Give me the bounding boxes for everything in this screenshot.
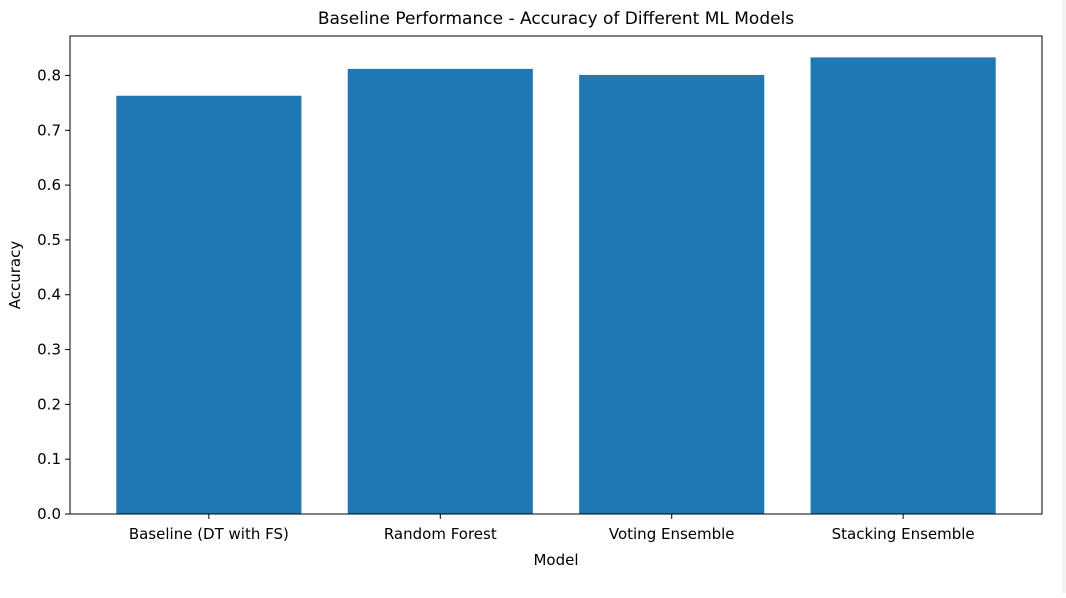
- x-tick-label: Random Forest: [384, 525, 497, 543]
- x-tick-label: Voting Ensemble: [609, 525, 735, 543]
- y-tick-label: 0.6: [37, 176, 61, 194]
- bar: [810, 57, 996, 514]
- y-tick-label: 0.7: [37, 121, 61, 139]
- y-tick-label: 0.5: [37, 231, 61, 249]
- bars-layer: [116, 57, 996, 515]
- bar: [579, 74, 765, 514]
- y-tick-label: 0.0: [37, 505, 61, 523]
- y-tick-label: 0.4: [37, 286, 61, 304]
- y-tick-label: 0.8: [37, 66, 61, 84]
- x-tick-label: Stacking Ensemble: [832, 525, 975, 543]
- y-tick-label: 0.1: [37, 450, 61, 468]
- window-edge: [1062, 0, 1066, 593]
- y-axis-label: Accuracy: [6, 241, 24, 310]
- y-tick-label: 0.2: [37, 395, 61, 413]
- plot-frame: [69, 35, 1043, 515]
- axes-layer: Baseline (DT with FS) Random Forest Voting…: [37, 35, 1043, 543]
- bar: [347, 68, 533, 515]
- x-tick-label: Baseline (DT with FS): [129, 525, 289, 543]
- y-tick-label: 0.3: [37, 341, 61, 359]
- x-axis-label: Model: [533, 551, 578, 569]
- bar: [116, 95, 302, 514]
- chart-title: Baseline Performance - Accuracy of Diffe…: [318, 9, 794, 29]
